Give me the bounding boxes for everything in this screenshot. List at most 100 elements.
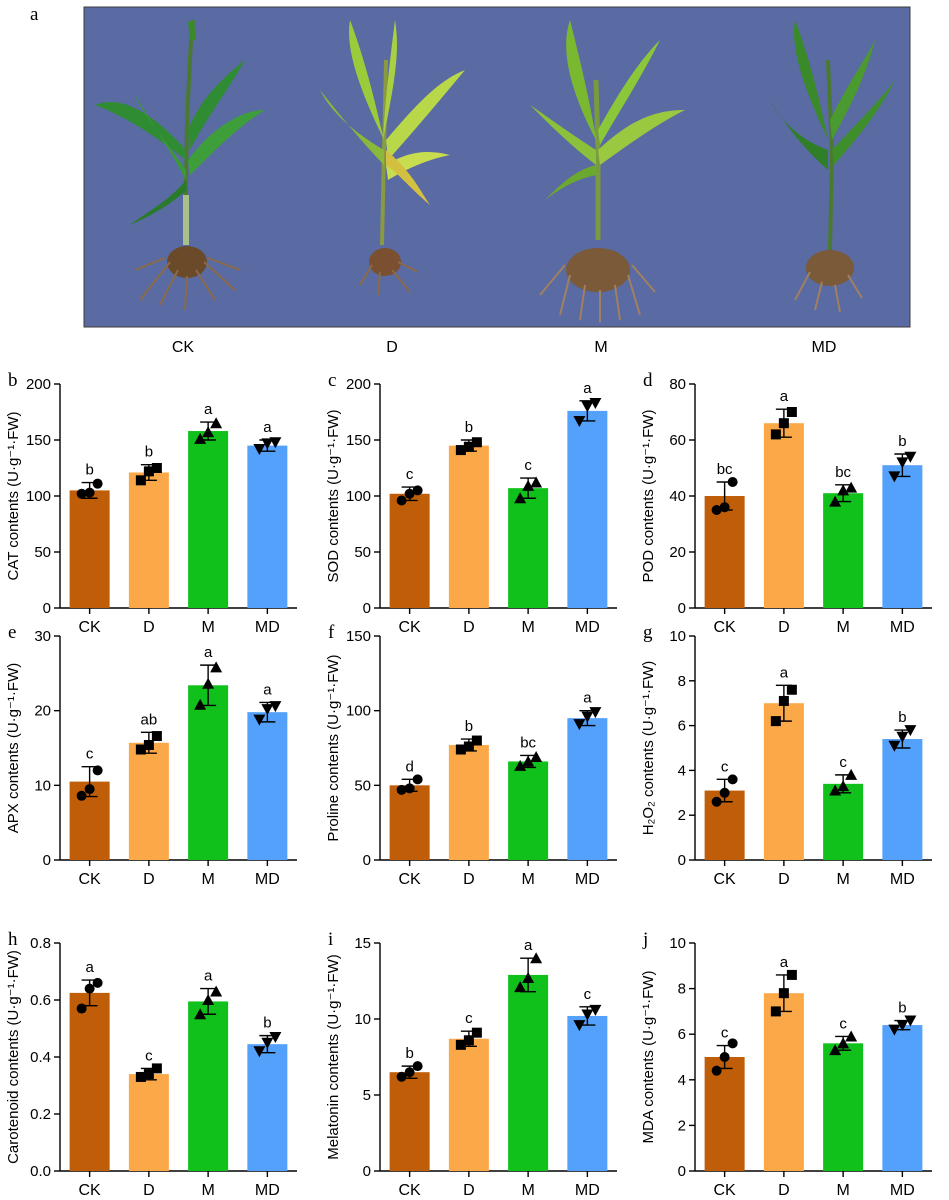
data-point xyxy=(530,476,543,488)
y-tick-label: 80 xyxy=(669,376,686,393)
bar-ck xyxy=(69,490,110,608)
x-tick-label: MD xyxy=(890,871,915,888)
data-point xyxy=(778,418,789,429)
y-tick-label: 150 xyxy=(346,432,371,449)
data-point xyxy=(202,426,215,438)
data-point xyxy=(581,1009,594,1021)
data-point xyxy=(778,695,789,706)
x-tick-label: CK xyxy=(399,1182,422,1199)
data-point xyxy=(261,1037,274,1049)
x-tick-label: M xyxy=(521,1182,534,1199)
panel-letter-e: e xyxy=(8,622,16,643)
bar-m xyxy=(508,761,549,860)
chart-panel-b: b 0 50 100 150 200 CAT contents (U·g⁻¹·FW) b CK b… xyxy=(5,370,297,636)
x-tick-label: D xyxy=(463,1182,475,1199)
data-point xyxy=(194,698,207,710)
photo-caption-d: D xyxy=(386,339,398,356)
x-tick-label: M xyxy=(201,619,214,636)
data-point xyxy=(76,1003,87,1014)
bar-d xyxy=(448,1038,489,1171)
y-tick-label: 2 xyxy=(678,1117,686,1134)
data-point xyxy=(455,744,466,755)
significance-letter: a xyxy=(263,681,272,698)
y-tick-label: 50 xyxy=(354,544,371,561)
significance-letter: c xyxy=(839,754,847,771)
data-point xyxy=(463,741,474,752)
x-tick-label: CK xyxy=(399,871,422,888)
data-point xyxy=(786,407,797,417)
y-tick-label: 8 xyxy=(678,981,686,998)
data-point xyxy=(770,1006,781,1017)
data-point xyxy=(904,725,917,737)
bar-m xyxy=(188,685,229,860)
photo-background xyxy=(83,6,911,328)
data-point xyxy=(143,466,154,477)
data-point xyxy=(404,783,415,794)
data-point xyxy=(84,784,95,795)
significance-letter: b xyxy=(465,419,473,436)
data-point xyxy=(210,985,223,997)
data-point xyxy=(727,477,738,487)
y-tick-label: 0 xyxy=(43,852,51,869)
data-point xyxy=(151,731,162,742)
significance-letter: a xyxy=(583,690,592,707)
data-point xyxy=(471,1027,482,1038)
significance-letter: b xyxy=(405,1045,413,1062)
data-point xyxy=(581,401,594,413)
x-tick-label: MD xyxy=(255,871,280,888)
data-point xyxy=(770,716,781,727)
bar-md xyxy=(882,739,923,860)
data-point xyxy=(711,1065,722,1076)
bar-ck xyxy=(389,493,430,608)
x-tick-label: D xyxy=(778,871,790,888)
data-point xyxy=(845,768,858,780)
y-tick-label: 0.4 xyxy=(30,1049,51,1066)
x-tick-label: M xyxy=(836,871,849,888)
significance-letter: a xyxy=(204,968,213,985)
data-point xyxy=(135,744,146,755)
significance-letter: ab xyxy=(141,711,158,728)
data-point xyxy=(92,478,103,489)
x-tick-label: CK xyxy=(399,619,422,636)
significance-letter: c xyxy=(839,1015,847,1032)
data-point xyxy=(837,484,850,496)
y-tick-label: 0 xyxy=(678,600,686,617)
x-tick-label: MD xyxy=(890,1182,915,1199)
panel-letter-h: h xyxy=(8,929,18,950)
data-point xyxy=(896,731,909,743)
x-tick-label: M xyxy=(836,619,849,636)
y-tick-label: 150 xyxy=(346,628,371,645)
significance-letter: b xyxy=(465,718,473,735)
y-tick-label: 10 xyxy=(669,628,686,645)
data-point xyxy=(845,481,858,493)
y-tick-label: 20 xyxy=(669,544,686,561)
bar-d xyxy=(448,745,489,860)
x-tick-label: CK xyxy=(79,1182,102,1199)
data-point xyxy=(471,735,482,746)
data-point xyxy=(253,443,266,455)
bar-md xyxy=(567,1015,608,1171)
x-tick-label: MD xyxy=(255,1182,280,1199)
data-point xyxy=(778,988,789,999)
data-point xyxy=(143,1069,154,1080)
x-tick-label: MD xyxy=(575,871,600,888)
significance-letter: c xyxy=(406,466,414,483)
x-tick-label: D xyxy=(778,1182,790,1199)
bar-md xyxy=(247,1044,288,1171)
data-point xyxy=(396,1071,407,1082)
panel-letter-b: b xyxy=(8,370,18,391)
y-tick-label: 50 xyxy=(34,544,51,561)
significance-letter: a xyxy=(204,401,213,418)
x-tick-label: D xyxy=(143,871,155,888)
y-axis-label: Proline contents (U·g⁻¹·FW) xyxy=(325,654,342,841)
y-tick-label: 10 xyxy=(669,935,686,952)
bar-m xyxy=(188,1001,229,1171)
bar-md xyxy=(247,445,288,608)
x-tick-label: D xyxy=(463,619,475,636)
data-point xyxy=(84,983,95,994)
significance-letter: c xyxy=(145,1047,153,1064)
data-point xyxy=(455,1039,466,1050)
data-point xyxy=(151,463,162,473)
data-point xyxy=(786,684,797,695)
